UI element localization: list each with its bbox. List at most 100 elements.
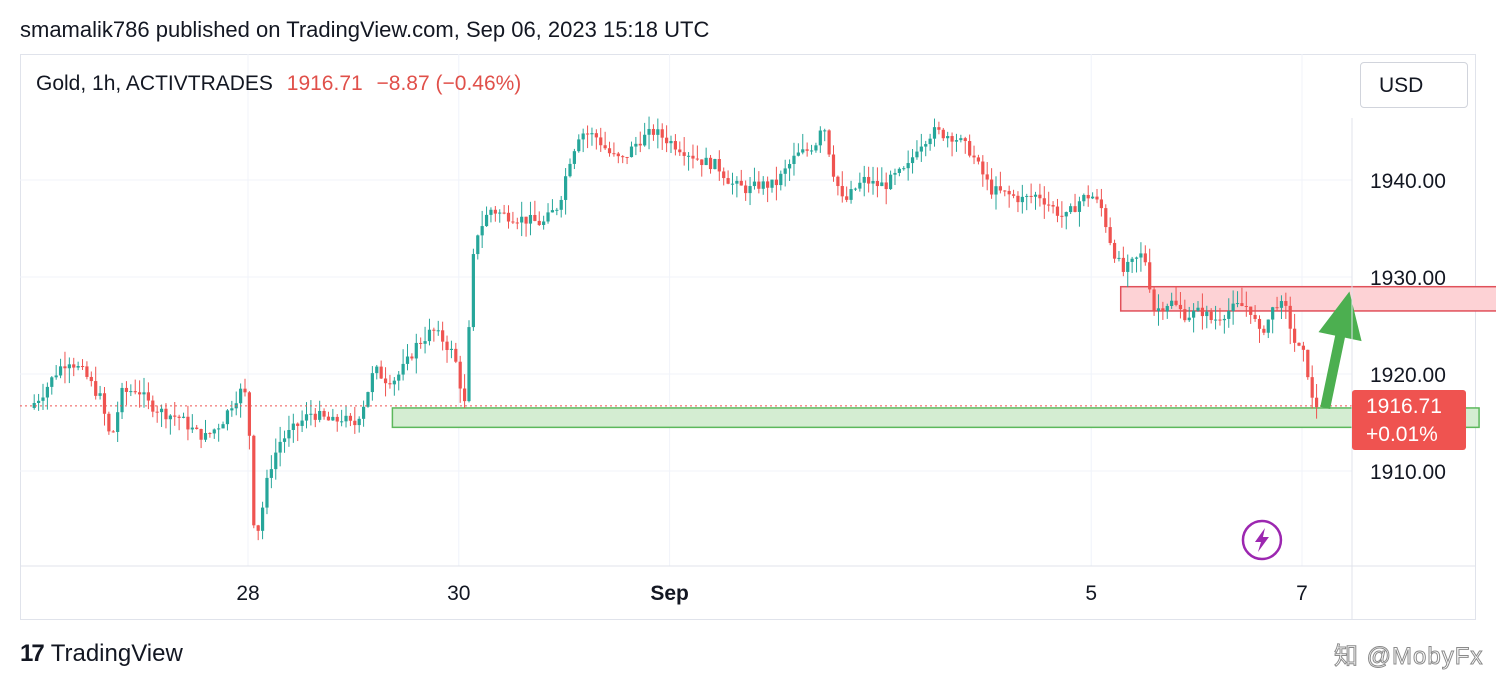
candle-body [322, 410, 326, 417]
candle-body [564, 176, 568, 200]
x-tick-label: Sep [650, 582, 689, 605]
candle-body [471, 254, 475, 328]
candle-body [269, 469, 273, 478]
candle-body [774, 179, 779, 186]
candle-body [651, 128, 656, 135]
candle-body [950, 136, 954, 142]
candle-body [1301, 345, 1306, 350]
candle-body [1310, 377, 1314, 398]
candle-body [937, 127, 941, 130]
candle-body [924, 144, 928, 147]
candle-body [809, 150, 814, 152]
candle-body [146, 392, 150, 401]
candle-body [1253, 314, 1257, 319]
currency-button[interactable]: USD [1360, 62, 1468, 108]
candle-body [634, 143, 638, 147]
candle-body [80, 366, 85, 368]
candle-body [766, 181, 770, 188]
lightning-bolt-icon [1254, 528, 1269, 552]
candle-body [260, 507, 265, 531]
candle-body [981, 161, 985, 175]
candle-body [1257, 318, 1262, 329]
candle-body [265, 477, 269, 508]
candle-body [326, 416, 331, 421]
candle-body [361, 406, 366, 419]
candle-body [388, 383, 392, 385]
candle-body [818, 130, 822, 146]
candle-body [946, 136, 950, 139]
candle-body [919, 146, 923, 152]
candle-body [669, 141, 673, 144]
candle-body [1178, 304, 1183, 310]
candle-body [225, 410, 230, 425]
candle-body [340, 421, 344, 423]
candle-body [348, 415, 353, 421]
legend-change: −8.87 (−0.46%) [376, 72, 522, 95]
candle-body [963, 138, 967, 142]
candle-body [594, 133, 598, 138]
candle-body [313, 413, 317, 420]
candle-body [1117, 257, 1121, 259]
candle-body [1227, 310, 1231, 319]
candle-body [1275, 307, 1279, 309]
candle-body [836, 176, 840, 187]
candle-body [1156, 308, 1161, 311]
watermark-text: 知 @MobyFx [1333, 643, 1484, 671]
candle-body [217, 428, 221, 430]
candle-body [814, 145, 818, 151]
candle-body [748, 186, 752, 194]
candle-body [511, 221, 515, 223]
candle-body [533, 214, 537, 221]
candle-body [94, 381, 98, 396]
candle-body [208, 433, 212, 435]
candle-body [643, 134, 647, 146]
candle-body [520, 216, 524, 223]
candle-body [989, 179, 994, 195]
candle-body [498, 212, 502, 214]
candle-body [379, 366, 383, 379]
candle-body [63, 366, 67, 369]
candle-body [1003, 190, 1007, 192]
candle-body [37, 400, 41, 404]
candle-body [190, 427, 194, 430]
candle-body [159, 408, 164, 413]
candle-body [291, 423, 295, 430]
candle-body [607, 148, 612, 154]
candle-body [304, 414, 309, 421]
candle-body [906, 163, 910, 169]
candle-body [941, 129, 945, 139]
support-zone [391, 407, 1480, 429]
candle-body [278, 441, 282, 453]
candle-body [1297, 342, 1301, 346]
candle-body [704, 157, 708, 166]
candle-body [54, 375, 58, 378]
candle-body [1029, 195, 1033, 197]
candle-body [1306, 349, 1310, 378]
candle-body [656, 129, 660, 135]
candle-body [76, 366, 80, 368]
candle-body [730, 183, 735, 185]
candle-body [449, 348, 454, 351]
candle-body [678, 149, 682, 153]
candle-body [102, 393, 107, 414]
candle-body [296, 423, 300, 426]
candle-body [572, 151, 576, 164]
target-arrow [1318, 291, 1362, 409]
candle-body [726, 178, 730, 184]
tradingview-logo[interactable]: 17 TradingView [20, 640, 183, 668]
candle-body [252, 435, 256, 526]
candle-body [1112, 242, 1117, 259]
candle-body [717, 158, 721, 172]
candle-body [484, 214, 489, 227]
candle-body [1271, 307, 1275, 320]
x-tick-label: 7 [1296, 582, 1308, 605]
candle-body [976, 157, 981, 162]
candle-body [638, 143, 642, 146]
candle-body [831, 154, 836, 177]
candle-body [665, 137, 669, 144]
candle-body [1148, 262, 1152, 290]
candle-body [1209, 311, 1213, 320]
candle-body [506, 212, 511, 222]
candle-body [972, 155, 976, 158]
